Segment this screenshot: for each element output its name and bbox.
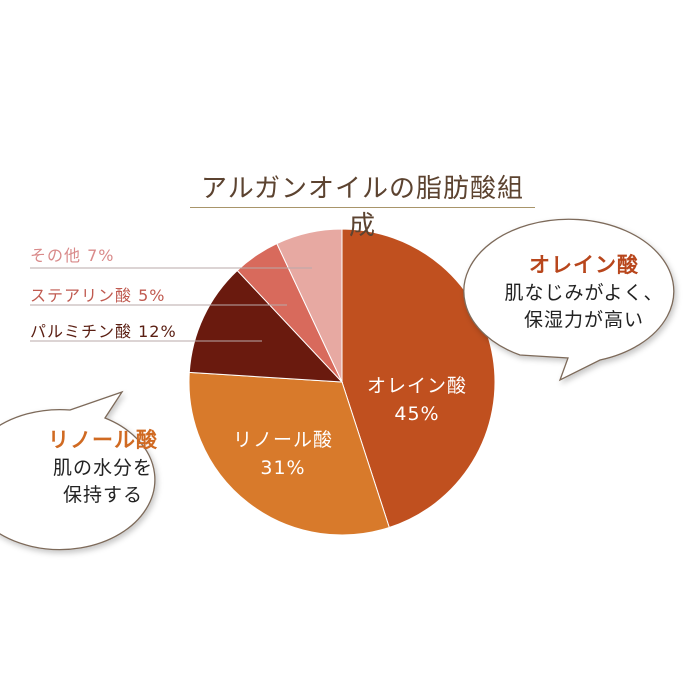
callout-line1-oleic: 肌なじみがよく、: [504, 282, 664, 304]
side-label-palmitic: パルミチン酸 12%: [30, 322, 177, 341]
callout-heading-linoleic: リノール酸: [48, 428, 158, 452]
title-underline: [190, 207, 535, 208]
slice-value-oleic: 45%: [394, 403, 440, 425]
callout-bubble-linoleic: [0, 390, 156, 551]
slice-value-linoleic: 31%: [260, 457, 306, 479]
side-label-stearic: ステアリン酸 5%: [30, 286, 166, 305]
chart-title: アルガンオイルの脂肪酸組成: [201, 174, 524, 241]
callout-text-oleic: オレイン酸 肌なじみがよく、 保湿力が高い: [478, 250, 690, 334]
pie-slice-palmitic: [188, 269, 344, 383]
slice-name-linoleic: リノール酸: [232, 429, 333, 451]
slice-label-linoleic: リノール酸 31%: [218, 426, 348, 482]
callout-text-linoleic: リノール酸 肌の水分を 保持する: [8, 425, 198, 509]
slice-name-oleic: オレイン酸: [366, 375, 467, 397]
callout-line1-linoleic: 肌の水分を: [52, 457, 153, 479]
pie-slice-linoleic: [188, 371, 390, 536]
callout-line2-linoleic: 保持する: [62, 484, 143, 506]
callout-line2-oleic: 保湿力が高い: [523, 309, 644, 331]
callout-bubble-oleic: [463, 218, 675, 382]
pie-slice-oleic: [341, 228, 496, 529]
pie-slice-other: [276, 228, 343, 383]
callout-heading-oleic: オレイン酸: [529, 253, 639, 277]
slice-label-oleic: オレイン酸 45%: [352, 372, 482, 428]
side-label-other: その他 7%: [30, 246, 115, 265]
